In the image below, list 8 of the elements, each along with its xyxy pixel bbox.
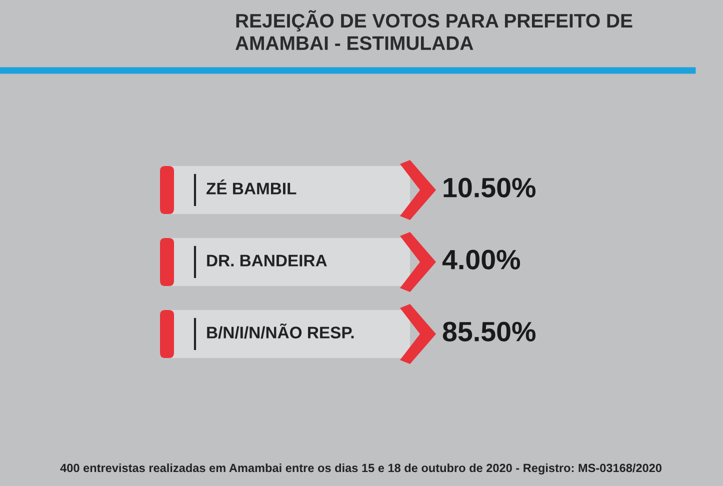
data-label: 85.50% [442,322,536,342]
text: REJEIÇÃO DE VOTOS PARA PREFEITO DE AMAMBAI - ESTIMULADA [235,10,632,50]
category-label: ZÉ BAMBIL [206,180,296,194]
text: 400 entrevistas realizadas em Amambai entre os dias 15 e 18 de outubro de 2020 - Registro: MS-03168/2020 [60,463,662,475]
data-label: 4.00% [442,250,520,270]
category-label: B/N/I/N/NÃO RESP. [207,323,354,339]
category-label: DR. BANDEIRA [207,254,327,266]
data-label: 10.50% [444,178,536,198]
